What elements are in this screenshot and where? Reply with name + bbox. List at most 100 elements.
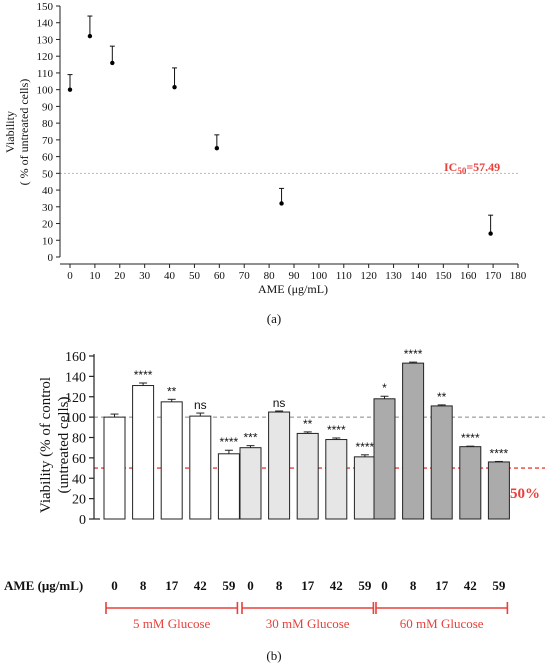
ic50-label-sub: 50 [457, 166, 467, 176]
panel-a-y-tick-label: 150 [37, 1, 54, 13]
data-point [87, 33, 93, 39]
data-point [172, 84, 177, 90]
category-label: 0 [381, 578, 388, 593]
panel-a-x-tick-label: 180 [510, 270, 527, 282]
panel-a-x-tick-label: 150 [435, 270, 452, 282]
category-label: 59 [492, 578, 506, 593]
category-label: 8 [410, 578, 417, 593]
panel-b-x-axis-label: AME (μg/mL) [4, 578, 83, 593]
data-point [67, 87, 73, 92]
significance-label: *** [243, 431, 257, 445]
panel-b-y-tick-label: 120 [65, 391, 86, 406]
panel-b-y-tick-label: 20 [72, 493, 86, 508]
significance-label: * [382, 381, 387, 395]
panel-b-y-tick-label: 80 [72, 432, 86, 447]
panel-b-ylabel-line-1: Viability (% of control [38, 377, 54, 513]
significance-label: ns [273, 396, 286, 410]
panel-a-ylabel-line-1: Viability [3, 111, 17, 153]
panel-a-y-tick-label: 100 [37, 85, 54, 97]
panel-a-x-tick-label: 110 [336, 270, 353, 282]
panel-a-y-tick-label: 140 [37, 18, 54, 30]
panel-a-x-tick-label: 160 [460, 270, 477, 282]
panel-b-chart: ******ns**** ***ns** *********************… [4, 347, 545, 663]
category-label: 42 [194, 578, 207, 593]
significance-label: ** [437, 390, 447, 404]
category-label: 0 [247, 578, 254, 593]
bar [189, 415, 212, 520]
panel-a-y-tick-label: 130 [37, 34, 54, 46]
bar [487, 461, 510, 520]
panel-a-y-tick-label: 20 [42, 219, 54, 231]
significance-label: **** [134, 368, 153, 382]
group-label: 30 mM Glucose [266, 616, 350, 631]
significance-label: **** [356, 440, 375, 454]
significance-label: ns [194, 398, 207, 412]
panel-a-y-tick-label: 120 [37, 51, 54, 63]
panel-a-xlabel: AME (μg/mL) [258, 282, 328, 296]
category-label: 8 [276, 578, 283, 593]
panel-a-y-tick-label: 80 [42, 118, 54, 130]
significance-label: ** [303, 417, 313, 431]
fifty-percent-label: 50% [510, 486, 540, 502]
panel-b-y-tick-label: 60 [72, 452, 86, 467]
panel-a-x-tick-label: 50 [189, 270, 201, 282]
panel-a-x-tick-label: 90 [289, 270, 301, 282]
data-point [279, 201, 284, 206]
category-label: 42 [330, 578, 343, 593]
bar [268, 411, 291, 520]
bar [402, 362, 425, 520]
panel-a-x-tick-label: 70 [239, 270, 251, 282]
group-label: 5 mM Glucose [133, 616, 211, 631]
category-label: 17 [165, 578, 179, 593]
data-point [110, 60, 115, 66]
significance-label: **** [220, 435, 239, 449]
panel-a-y-tick-label: 10 [42, 235, 54, 247]
bar [217, 453, 240, 520]
significance-label: ** [167, 384, 177, 398]
panel-a-x-tick-label: 120 [360, 270, 377, 282]
bar [132, 385, 155, 520]
bar [325, 439, 348, 520]
panel-a-x-tick-label: 0 [67, 270, 73, 282]
panel-a-x-tick-label: 100 [311, 270, 328, 282]
panel-a-y-tick-label: 110 [37, 68, 54, 80]
ic50-label-value: =57.49 [466, 160, 500, 174]
panel-b-y-tick-label: 0 [79, 513, 86, 528]
bar [373, 398, 396, 520]
panel-a-y-tick-label: 30 [42, 202, 54, 214]
panel-a-ylabel-line-2: ( % of untreated cells) [17, 79, 31, 186]
bar [239, 447, 262, 520]
panel-b-ylabel-line-2: (untreated cells) [56, 396, 72, 493]
panel-a-x-tick-label: 80 [264, 270, 276, 282]
significance-label: **** [490, 446, 509, 460]
category-label: 59 [358, 578, 372, 593]
significance-label: **** [404, 347, 423, 361]
panel-a-y-tick-label: 90 [42, 101, 54, 113]
panel-a-y-tick-label: 50 [42, 168, 54, 180]
data-point [488, 231, 493, 236]
panel-a-x-tick-label: 60 [214, 270, 226, 282]
category-label: 42 [464, 578, 477, 593]
panel-a-label: (a) [267, 311, 281, 326]
group-label: 60 mM Glucose [400, 616, 484, 631]
category-label: 17 [435, 578, 449, 593]
panel-a-x-tick-label: 10 [89, 270, 101, 282]
bar [430, 405, 453, 520]
bar [459, 446, 482, 520]
panel-a-y-tick-label: 70 [42, 135, 54, 147]
panel-a-y-tick-label: 40 [42, 185, 54, 197]
panel-a-chart: 0 10 20 30 40 50 60 70 80 90 100 110 120 130 140 150 0 10… [3, 1, 527, 326]
ic50-label-main: IC [444, 160, 457, 174]
panel-a-x-tick-label: 170 [485, 270, 502, 282]
bar [103, 416, 126, 520]
category-label: 59 [222, 578, 236, 593]
category-label: 0 [111, 578, 118, 593]
panel-a-x-tick-label: 140 [410, 270, 427, 282]
category-label: 17 [301, 578, 315, 593]
panel-b-y-tick-label: 160 [65, 350, 86, 365]
panel-a-x-tick-label: 20 [114, 270, 126, 282]
panel-a-y-tick-label: 60 [42, 152, 54, 164]
panel-a-x-tick-label: 130 [385, 270, 402, 282]
panel-b-label: (b) [266, 648, 281, 663]
